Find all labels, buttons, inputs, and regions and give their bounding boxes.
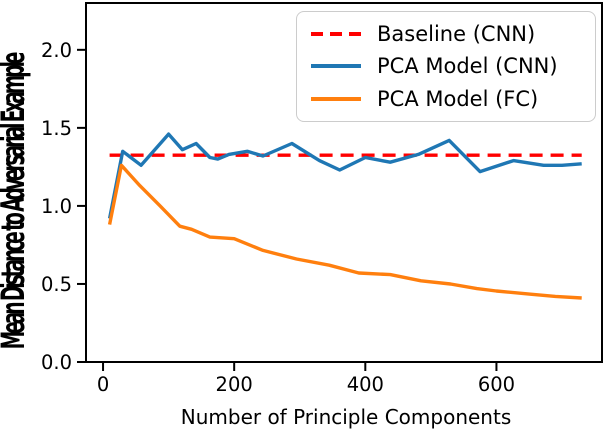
pca-model-fc-line-sample bbox=[311, 96, 361, 101]
y-tick-label: 0.5 bbox=[41, 273, 72, 296]
pca-model-cnn-line-sample bbox=[311, 64, 361, 69]
x-tick-label: 400 bbox=[347, 373, 384, 396]
pca-model-fc-line bbox=[107, 163, 582, 300]
y-tick-label: 1.5 bbox=[41, 117, 72, 140]
x-tick-label: 200 bbox=[216, 373, 253, 396]
pca-model-cnn-line bbox=[107, 132, 582, 219]
legend-label: Baseline (CNN) bbox=[377, 22, 536, 47]
x-tick-label: 0 bbox=[97, 373, 109, 396]
legend-label: PCA Model (CNN) bbox=[377, 54, 558, 79]
legend: Baseline (CNN) PCA Model (CNN) PCA Model… bbox=[296, 11, 596, 122]
legend-label: PCA Model (FC) bbox=[377, 86, 539, 111]
y-tick-label: 0.0 bbox=[41, 351, 72, 374]
y-tick-label: 2.0 bbox=[41, 39, 72, 62]
legend-item-pca-model-fc: PCA Model (FC) bbox=[311, 87, 585, 111]
plot-border bbox=[85, 2, 603, 363]
baseline-cnn-line-sample bbox=[311, 32, 361, 37]
legend-item-pca-model-cnn: PCA Model (CNN) bbox=[311, 54, 585, 78]
x-axis-label: Number of Principle Components bbox=[180, 405, 512, 429]
y-tick-label: 1.0 bbox=[41, 195, 72, 218]
y-axis-label: Mean Distance to Adversarial Example bbox=[0, 54, 32, 350]
x-tick-label: 600 bbox=[478, 373, 515, 396]
legend-item-baseline-cnn: Baseline (CNN) bbox=[311, 22, 585, 46]
